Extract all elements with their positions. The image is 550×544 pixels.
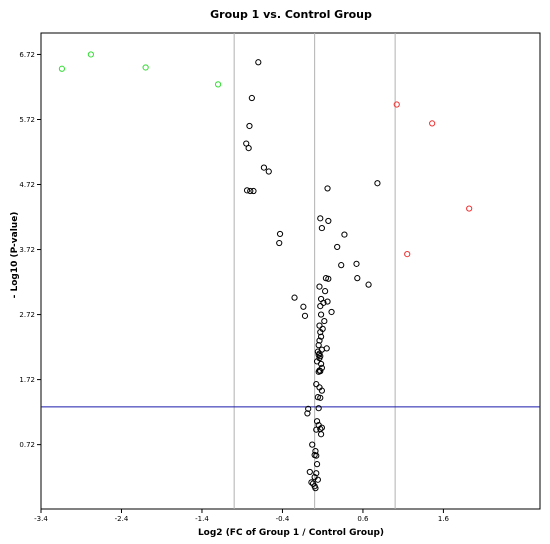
y-tick-label: 4.72 [19, 181, 35, 189]
data-point-ns [353, 260, 360, 267]
data-point-ns [338, 262, 345, 269]
data-point-ns [317, 303, 324, 310]
data-point-ns [325, 275, 332, 282]
data-point-ns [315, 368, 322, 375]
data-point-ns [300, 303, 307, 310]
data-point-ns [374, 180, 381, 187]
data-point-ns [312, 448, 319, 455]
data-point-ns [316, 322, 323, 329]
data-point-up [429, 120, 436, 127]
x-tick-label: 1.6 [438, 515, 450, 523]
y-axis-label: - Log10 (P-value) [10, 212, 20, 299]
data-point-ns [248, 94, 255, 102]
y-tick-label: 0.72 [19, 441, 35, 449]
data-point-ns [276, 230, 284, 238]
fold-change-cutoff-lines [233, 33, 396, 509]
data-point-ns [312, 485, 319, 492]
y-tick-label: 1.72 [19, 376, 35, 384]
data-point-ns [243, 140, 250, 147]
data-point-ns [341, 231, 348, 238]
data-point-down [142, 64, 149, 71]
data-point-ns [318, 387, 325, 394]
data-point-down [87, 51, 95, 58]
data-point-down [214, 81, 222, 88]
data-point-ns [313, 470, 320, 477]
y-tick-label: 3.72 [19, 246, 35, 254]
data-point-ns [315, 351, 322, 358]
data-point-ns [325, 217, 332, 225]
chart-title: Group 1 vs. Control Group [210, 8, 372, 21]
data-point-ns [306, 468, 313, 476]
data-point-ns [245, 144, 252, 152]
data-point-ns [322, 275, 330, 282]
data-point-ns [314, 476, 321, 483]
data-point-ns [315, 405, 322, 412]
x-tick-label: -3.4 [34, 515, 48, 523]
data-point-ns [354, 275, 361, 282]
data-point-ns [315, 342, 322, 349]
data-point-ns [317, 360, 325, 368]
data-point-ns [334, 243, 341, 251]
data-point-ns [255, 59, 262, 66]
data-point-ns [265, 168, 272, 175]
data-point-ns [318, 424, 325, 431]
data-point-ns [317, 215, 324, 222]
data-point-ns [314, 394, 321, 401]
x-axis-label: Log2 (FC of Group 1 / Control Group) [198, 528, 384, 538]
data-point-up [393, 101, 400, 108]
data-point-ns [313, 426, 320, 433]
data-point-ns [321, 317, 328, 325]
data-point-ns [316, 283, 323, 290]
plot-area [40, 32, 541, 510]
data-point-ns [313, 381, 320, 388]
x-tick-label: -2.4 [115, 515, 129, 523]
data-point-ns [317, 431, 325, 438]
data-point-ns [328, 308, 335, 316]
data-point-ns [309, 441, 316, 448]
data-point-ns [322, 288, 329, 295]
data-point-ns [301, 312, 309, 319]
data-point-up [466, 205, 473, 212]
data-point-ns [250, 187, 257, 195]
data-point-ns [276, 239, 283, 247]
data-point-ns [308, 479, 315, 486]
data-points [58, 51, 473, 492]
data-point-up [404, 250, 411, 258]
x-tick-label: -0.4 [276, 515, 290, 523]
data-point-ns [304, 410, 311, 417]
data-point-down [58, 65, 66, 72]
data-point-ns [365, 281, 372, 288]
data-point-ns [318, 224, 325, 232]
data-point-ns [316, 337, 323, 344]
y-axis: 0.72 1.72 2.72 3.72 4.72 5.72 6.72 [19, 51, 41, 449]
data-point-ns [246, 122, 253, 130]
data-point-ns [260, 164, 268, 171]
data-point-ns [317, 333, 325, 340]
data-point-ns [247, 187, 254, 195]
y-tick-label: 2.72 [19, 311, 35, 319]
data-point-ns [317, 311, 325, 318]
data-point-ns [324, 185, 331, 192]
data-point-ns [320, 299, 327, 306]
data-point-ns [291, 294, 298, 301]
data-point-ns [313, 452, 320, 459]
data-point-ns [317, 329, 324, 336]
data-point-ns [305, 405, 312, 412]
y-tick-label: 6.72 [19, 51, 35, 59]
x-axis: -3.4 -2.4 -1.4 -0.4 0.6 1.6 [34, 509, 450, 523]
data-point-ns [243, 187, 251, 194]
x-tick-label: 0.6 [357, 515, 369, 523]
data-point-ns [313, 461, 321, 468]
data-point-ns [324, 298, 331, 305]
data-point-ns [313, 418, 321, 425]
x-tick-label: -1.4 [195, 515, 209, 523]
y-tick-label: 5.72 [19, 116, 35, 124]
plot-border [40, 32, 541, 510]
data-point-ns [317, 394, 324, 401]
